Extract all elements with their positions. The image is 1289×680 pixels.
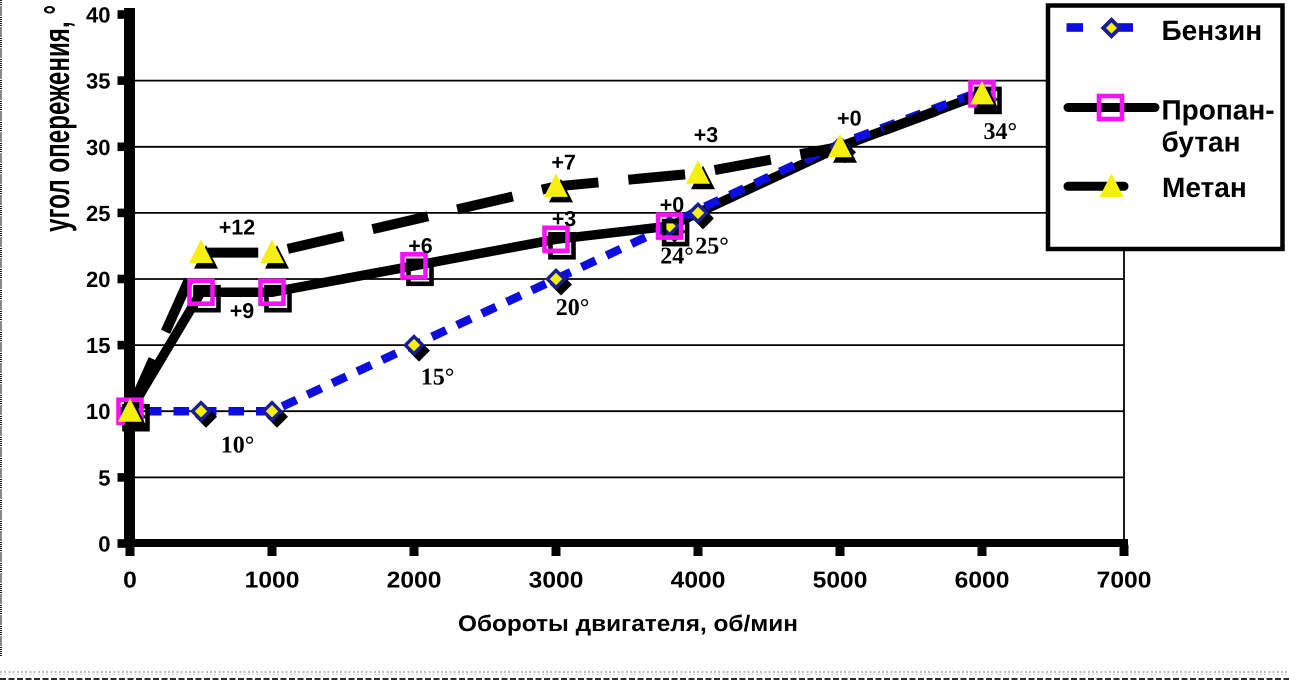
svg-text:0: 0 [123, 567, 137, 593]
svg-text:7000: 7000 [1097, 567, 1152, 593]
svg-text:угол опережения, °: угол опережения, ° [36, 5, 77, 232]
svg-text:25: 25 [86, 201, 110, 226]
svg-text:Метан: Метан [1162, 172, 1247, 203]
svg-text:10: 10 [86, 399, 110, 424]
svg-text:Бензин: Бензин [1162, 15, 1263, 46]
svg-text:20°: 20° [556, 295, 590, 321]
svg-text:Обороты двигателя, об/мин: Обороты двигателя, об/мин [458, 611, 798, 636]
svg-text:+7: +7 [551, 150, 576, 174]
svg-text:2000: 2000 [387, 567, 442, 593]
svg-text:1000: 1000 [245, 567, 300, 593]
svg-text:4000: 4000 [671, 567, 726, 593]
svg-text:5: 5 [98, 465, 110, 490]
svg-text:30: 30 [86, 135, 110, 160]
svg-text:3000: 3000 [529, 567, 584, 593]
svg-text:20: 20 [86, 267, 110, 292]
svg-text:+12: +12 [219, 216, 256, 240]
svg-text:0: 0 [98, 532, 110, 557]
svg-text:Пропан-: Пропан- [1162, 95, 1275, 126]
svg-text:+6: +6 [408, 234, 433, 258]
svg-text:бутан: бутан [1162, 127, 1241, 158]
svg-text:24°: 24° [660, 243, 694, 269]
svg-text:25°: 25° [695, 233, 729, 259]
svg-text:6000: 6000 [955, 567, 1010, 593]
svg-text:40: 40 [86, 3, 110, 28]
svg-text:5000: 5000 [813, 567, 868, 593]
svg-text:+0: +0 [660, 193, 685, 217]
svg-text:10°: 10° [221, 433, 255, 459]
svg-text:+0: +0 [837, 106, 862, 130]
svg-text:34°: 34° [983, 119, 1017, 145]
svg-text:+9: +9 [230, 299, 255, 323]
svg-text:15°: 15° [421, 365, 455, 391]
svg-text:+3: +3 [694, 123, 719, 147]
svg-text:+3: +3 [552, 207, 577, 231]
svg-text:35: 35 [86, 69, 110, 94]
svg-text:15: 15 [86, 333, 110, 358]
